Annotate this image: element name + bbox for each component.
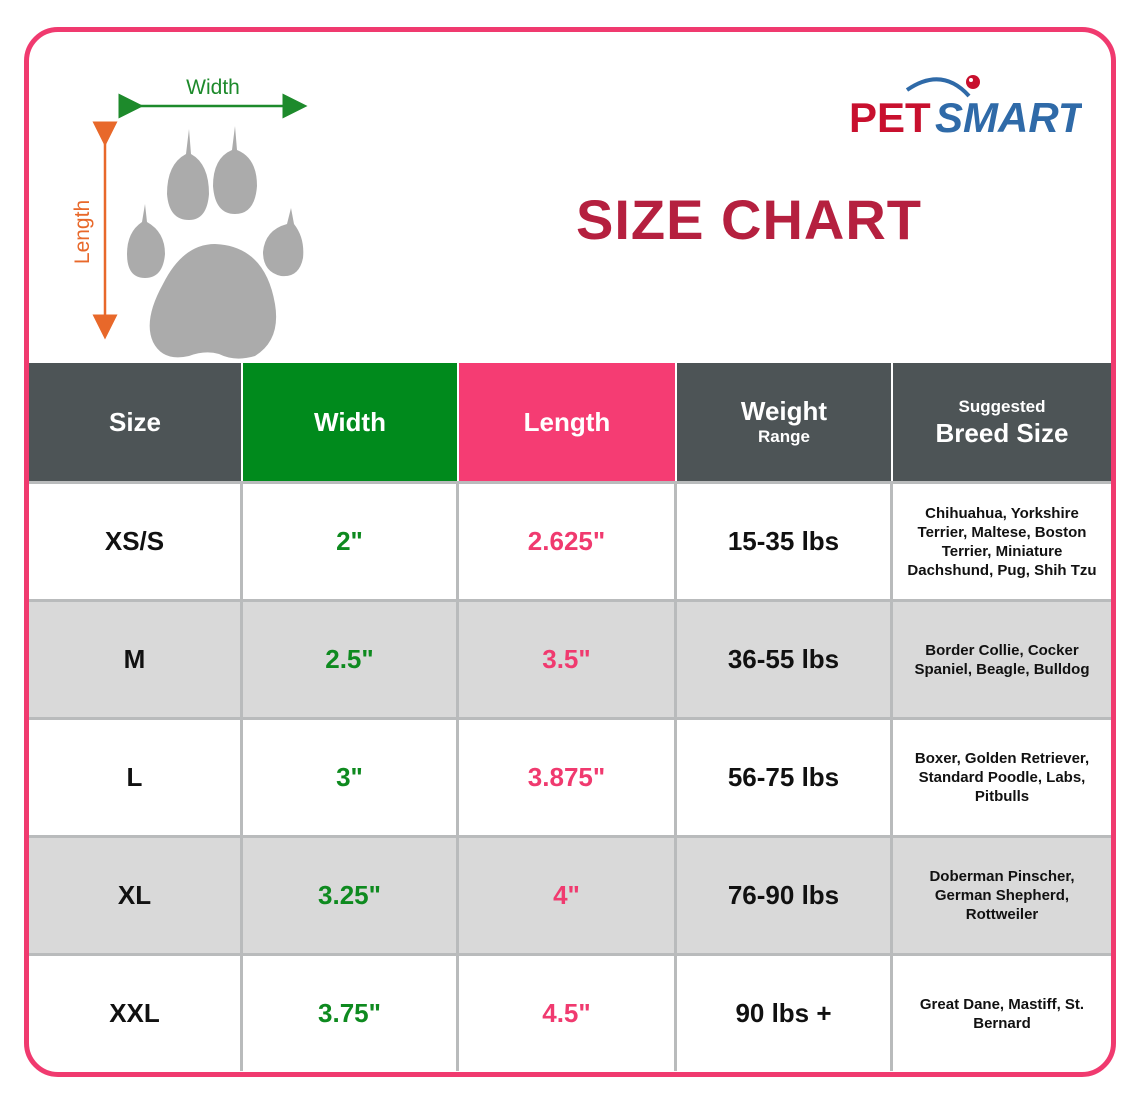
table-header: Size Width Length Weight Range Suggested… (29, 363, 1111, 481)
header-size: Size (29, 363, 243, 481)
cell-size: L (29, 720, 243, 835)
table-row: XXL 3.75" 4.5" 90 lbs + Great Dane, Mast… (29, 953, 1111, 1071)
cell-breed: Doberman Pinscher, German Shepherd, Rott… (929, 868, 1075, 923)
header-breed-toplabel: Suggested (958, 397, 1046, 416)
cell-size: XS/S (29, 484, 243, 599)
svg-text:PET: PET (849, 94, 931, 140)
cell-length: 4.5" (459, 956, 677, 1071)
cell-size: XL (29, 838, 243, 953)
header-length-label: Length (523, 406, 611, 437)
header-length: Length (459, 363, 677, 481)
paw-icon (127, 126, 304, 359)
cell-length: 4" (459, 838, 677, 953)
header-width-label: Width (314, 406, 386, 437)
cell-width: 3.25" (243, 838, 459, 953)
cell-breed: Border Collie, Cocker Spaniel, Beagle, B… (914, 641, 1090, 678)
cell-length: 2.625" (459, 484, 677, 599)
table-row: XL 3.25" 4" 76-90 lbs Doberman Pinscher,… (29, 835, 1111, 953)
cell-breed: Great Dane, Mastiff, St. Bernard (919, 995, 1085, 1032)
cell-weight: 36-55 lbs (677, 602, 893, 717)
table-row: M 2.5" 3.5" 36-55 lbs Border Collie, Coc… (29, 599, 1111, 717)
size-chart-frame: Width Length PET SMART SIZE CHART Size W… (24, 27, 1116, 1077)
cell-size: XXL (29, 956, 243, 1071)
length-arrow-label: Length (71, 200, 94, 264)
table-row: L 3" 3.875" 56-75 lbs Boxer, Golden Retr… (29, 717, 1111, 835)
header-breed-label: Breed Size (935, 418, 1069, 448)
cell-breed: Chihuahua, Yorkshire Terrier, Maltese, B… (907, 504, 1097, 579)
svg-text:SMART: SMART (935, 94, 1082, 140)
cell-width: 3" (243, 720, 459, 835)
cell-weight: 56-75 lbs (677, 720, 893, 835)
header-weight-label: Weight (740, 396, 828, 426)
header-size-label: Size (108, 406, 162, 437)
header-weight-sublabel: Range (758, 427, 810, 446)
cell-length: 3.5" (459, 602, 677, 717)
width-arrow-label: Width (186, 76, 240, 99)
cell-weight: 76-90 lbs (677, 838, 893, 953)
cell-weight: 90 lbs + (677, 956, 893, 1071)
cell-length: 3.875" (459, 720, 677, 835)
paw-diagram: Width Length (71, 76, 308, 359)
header-weight: Weight Range (677, 363, 893, 481)
cell-weight: 15-35 lbs (677, 484, 893, 599)
petsmart-logo: PET SMART (849, 75, 1082, 140)
size-table: Size Width Length Weight Range Suggested… (29, 363, 1111, 1071)
cell-width: 3.75" (243, 956, 459, 1071)
table-row: XS/S 2" 2.625" 15-35 lbs Chihuahua, York… (29, 481, 1111, 599)
header-breed: Suggested Breed Size (893, 363, 1111, 481)
cell-width: 2.5" (243, 602, 459, 717)
cell-breed: Boxer, Golden Retriever, Standard Poodle… (914, 750, 1090, 805)
page-title: SIZE CHART (576, 188, 922, 251)
cell-size: M (29, 602, 243, 717)
header-width: Width (243, 363, 459, 481)
cell-width: 2" (243, 484, 459, 599)
